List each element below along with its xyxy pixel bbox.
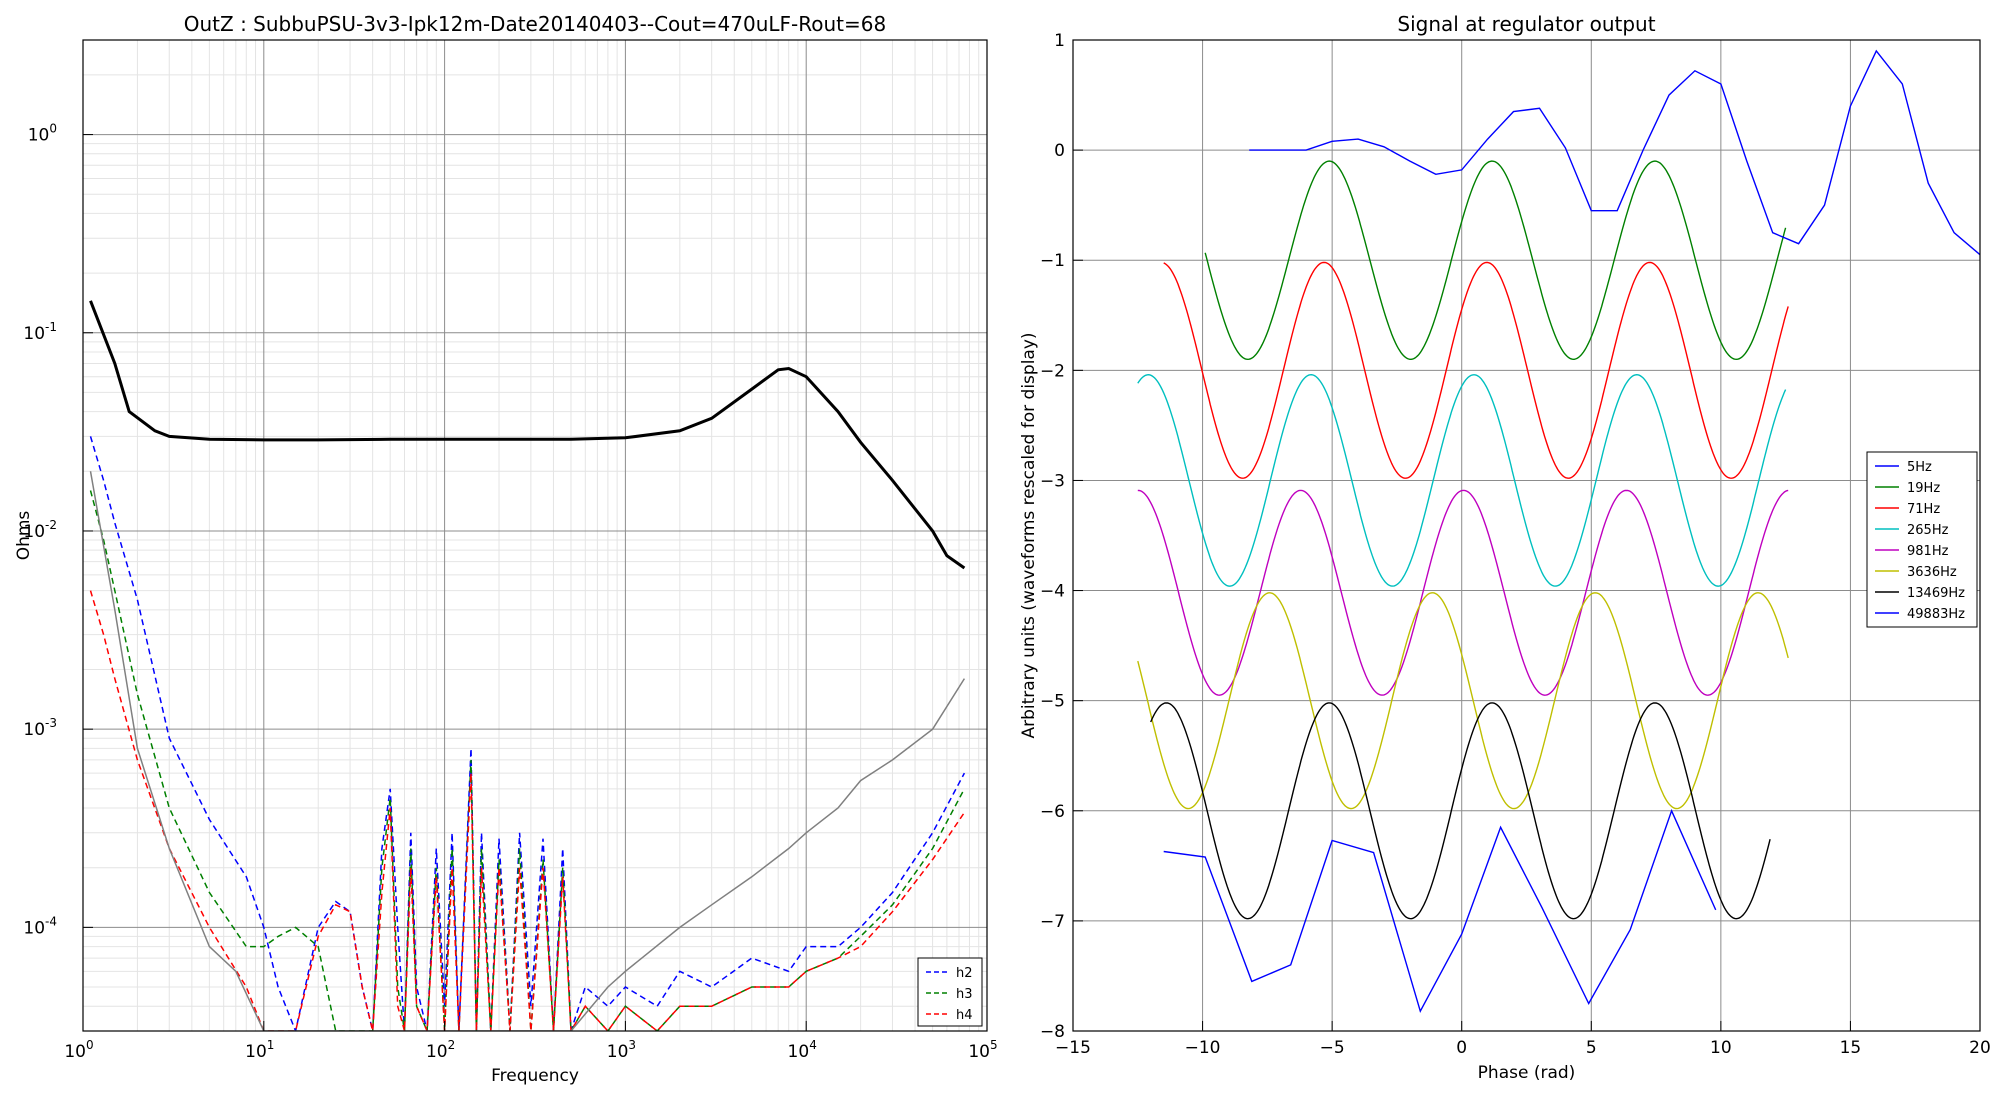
x-axis-label: Phase (rad) <box>1478 1063 1576 1083</box>
y-tick-exponent: -3 <box>45 716 57 730</box>
legend-label: h3 <box>956 987 973 1002</box>
x-tick-exponent: 4 <box>809 1038 817 1052</box>
y-tick-label: −8 <box>1040 1022 1065 1042</box>
regulator-signal-chart: −15 −10 −5 0 5 10 15 20−8−7−6−5−4−3−2−101Signal… <box>1019 12 1991 1083</box>
series-line-49883Hz <box>1249 49 1980 256</box>
x-tick-label: 20 <box>1969 1038 1991 1058</box>
legend-label: 13469Hz <box>1907 586 1965 601</box>
x-tick-exponent: 2 <box>448 1038 456 1052</box>
legend: 5Hz 19Hz 71Hz 265Hz 981Hz 3636Hz 13469Hz 49883H… <box>1866 451 1978 628</box>
x-axis-label: Frequency <box>491 1066 579 1086</box>
series-line-13469Hz <box>1150 702 1771 920</box>
output-impedance-chart: 100 101 102 103 104 10510-410-310-210-1100Out… <box>14 12 998 1086</box>
series-line-h4 <box>89 590 966 1031</box>
x-tick-label: −10 <box>1185 1038 1221 1058</box>
x-tick-label: 15 <box>1840 1038 1862 1058</box>
legend-label: 71Hz <box>1907 502 1940 517</box>
legend-label: h4 <box>956 1008 973 1023</box>
plot-frame <box>82 39 988 1032</box>
x-tick-label: 10 <box>1710 1038 1732 1058</box>
x-tick-label: −5 <box>1320 1038 1345 1058</box>
y-tick-exponent: -1 <box>45 320 57 334</box>
series-group <box>89 300 966 1031</box>
series-line-curve <box>89 300 966 570</box>
x-tick-label: 5 <box>1586 1038 1597 1058</box>
x-tick-label: 101 <box>245 1038 274 1062</box>
x-tick-exponent: 5 <box>990 1038 998 1052</box>
series-line-h3 <box>89 490 966 1031</box>
y-tick-label: −5 <box>1040 692 1065 712</box>
x-tick-exponent: 1 <box>267 1038 275 1052</box>
series-group <box>1137 49 1980 1014</box>
x-tick-exponent: 3 <box>628 1038 636 1052</box>
series-line-19Hz <box>1204 160 1787 361</box>
x-tick-label: −15 <box>1055 1038 1091 1058</box>
y-tick-label: −7 <box>1040 912 1065 932</box>
legend-label: 5Hz <box>1907 460 1932 475</box>
y-tick-label: −1 <box>1040 251 1065 271</box>
plot-frame <box>1072 39 1981 1032</box>
y-axis-label: Arbitrary units (waveforms rescaled for … <box>1019 332 1039 738</box>
legend-label: h2 <box>956 966 973 981</box>
legend-label: 49883Hz <box>1907 607 1965 622</box>
y-axis-label: Ohms <box>14 511 34 561</box>
y-tick-exponent: -4 <box>45 914 57 928</box>
y-tick-label: 0 <box>1054 141 1065 161</box>
y-tick-label: −2 <box>1040 361 1065 381</box>
y-tick-exponent: 0 <box>49 122 57 136</box>
series-line-3636Hz <box>1137 592 1789 810</box>
y-tick-label: −6 <box>1040 802 1065 822</box>
chart-title: Signal at regulator output <box>1397 12 1655 36</box>
y-tick-label: −4 <box>1040 582 1065 602</box>
x-tick-label: 0 <box>1456 1038 1467 1058</box>
series-line-71Hz <box>1163 261 1789 479</box>
legend-label: 3636Hz <box>1907 565 1957 580</box>
series-line-5Hz <box>1163 808 1717 1014</box>
chart-title: OutZ : SubbuPSU-3v3-Ipk12m-Date20140403-… <box>184 12 886 36</box>
y-tick-label: −3 <box>1040 471 1065 491</box>
y-tick-exponent: -2 <box>45 518 57 532</box>
x-tick-exponent: 0 <box>86 1038 94 1052</box>
legend-label: 981Hz <box>1907 544 1949 559</box>
series-line-curve <box>89 471 966 1031</box>
series-line-981Hz <box>1137 489 1789 696</box>
legend: h2 h3 h4 <box>917 957 983 1027</box>
series-line-265Hz <box>1137 373 1787 587</box>
legend-frame <box>1866 451 1978 628</box>
legend-label: 265Hz <box>1907 523 1949 538</box>
legend-label: 19Hz <box>1907 481 1940 496</box>
y-tick-label: 1 <box>1054 31 1065 51</box>
